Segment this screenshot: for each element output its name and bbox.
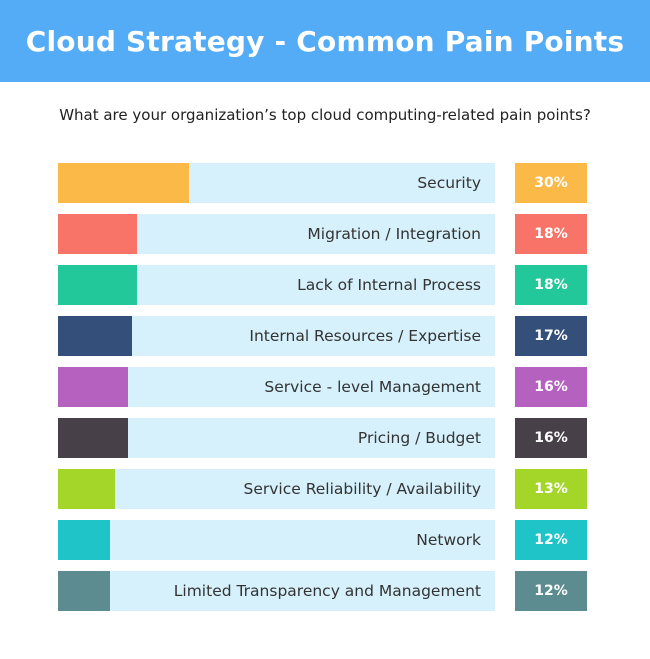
chart-title: Cloud Strategy - Common Pain Points [25, 24, 625, 58]
category-label: Service - level Management [264, 378, 481, 396]
value-badge: 30% [515, 163, 587, 203]
bar [58, 163, 189, 203]
bar [58, 469, 115, 509]
value-badge: 18% [515, 214, 587, 254]
value-badge: 17% [515, 316, 587, 356]
category-label: Service Reliability / Availability [243, 480, 481, 498]
chart-subtitle: What are your organization’s top cloud c… [59, 106, 591, 124]
bar-track: Limited Transparency and Management [58, 571, 495, 611]
category-label: Migration / Integration [307, 225, 481, 243]
bar-track: Lack of Internal Process [58, 265, 495, 305]
bar [58, 265, 137, 305]
bar [58, 520, 110, 560]
bar [58, 571, 110, 611]
bar-track: Network [58, 520, 495, 560]
category-label: Pricing / Budget [357, 429, 481, 447]
title-banner: Cloud Strategy - Common Pain Points [0, 0, 650, 82]
category-label: Internal Resources / Expertise [249, 327, 481, 345]
category-label: Network [416, 531, 481, 549]
bar [58, 214, 137, 254]
value-badge: 13% [515, 469, 587, 509]
category-label: Limited Transparency and Management [173, 582, 481, 600]
value-badge: 18% [515, 265, 587, 305]
value-badge: 16% [515, 418, 587, 458]
bar-track: Pricing / Budget [58, 418, 495, 458]
bar [58, 316, 132, 356]
bar-track: Security [58, 163, 495, 203]
bar [58, 418, 128, 458]
category-label: Security [417, 174, 481, 192]
bar [58, 367, 128, 407]
value-badge: 16% [515, 367, 587, 407]
bar-track: Service Reliability / Availability [58, 469, 495, 509]
bar-track: Migration / Integration [58, 214, 495, 254]
value-badge: 12% [515, 571, 587, 611]
bar-track: Service - level Management [58, 367, 495, 407]
category-label: Lack of Internal Process [297, 276, 481, 294]
bar-track: Internal Resources / Expertise [58, 316, 495, 356]
value-badge: 12% [515, 520, 587, 560]
